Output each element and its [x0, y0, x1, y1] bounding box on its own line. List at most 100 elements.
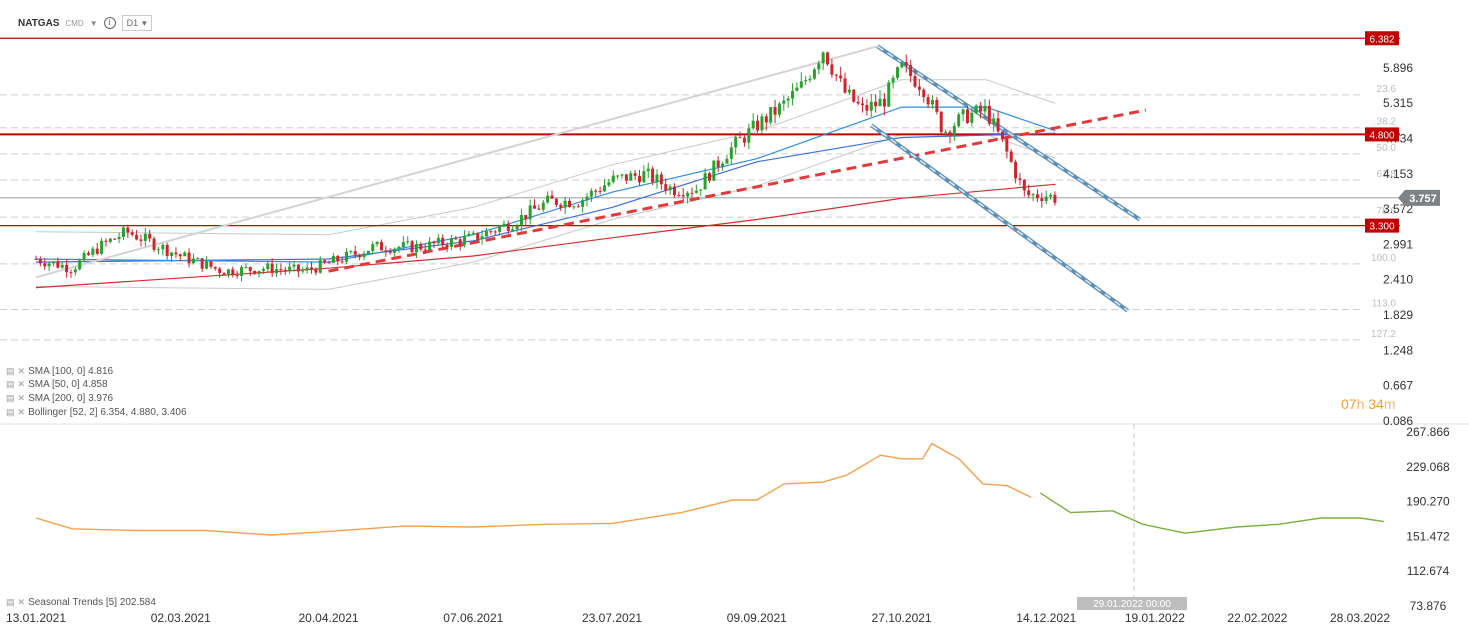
price-level-label: 4.800 — [1369, 130, 1394, 141]
candle-body — [95, 248, 99, 254]
candle-body — [1000, 131, 1004, 140]
fib-label: 61.8 — [1377, 169, 1397, 180]
candle-body — [528, 205, 532, 220]
candle-body — [1040, 198, 1044, 201]
candle-body — [734, 137, 738, 148]
candle-body — [729, 147, 733, 159]
candle-body — [616, 175, 620, 177]
close-icon[interactable]: ✕ — [17, 597, 26, 607]
candle-body — [178, 254, 182, 257]
settings-icon[interactable]: ▤ — [6, 366, 15, 376]
candle-body — [677, 195, 681, 197]
candle-body — [821, 52, 825, 64]
chevron-down-icon[interactable]: ▼ — [89, 18, 98, 28]
y-tick-label: 2.991 — [1383, 237, 1413, 251]
candle-body — [524, 215, 528, 220]
candle-body — [607, 182, 611, 186]
candle-body — [572, 206, 576, 208]
candle-body — [974, 105, 978, 113]
candle-body — [896, 67, 900, 78]
fib-label: 23.6 — [1377, 84, 1397, 95]
settings-icon[interactable]: ▤ — [6, 597, 15, 607]
candle-body — [795, 87, 799, 91]
candle-body — [414, 244, 418, 253]
candle-body — [327, 262, 331, 264]
candle-body — [773, 107, 777, 115]
candle-body — [257, 270, 261, 274]
timeframe-select[interactable]: D1 ▾ — [121, 15, 152, 31]
indicator-sma200[interactable]: ▤ ✕ SMA [200, 0] 3.976 — [6, 392, 113, 405]
info-icon[interactable]: i — [103, 17, 116, 29]
sma50-line — [35, 106, 1056, 263]
close-icon[interactable]: ✕ — [17, 366, 26, 376]
candle-body — [393, 248, 397, 253]
fib-label: 38.2 — [1377, 117, 1397, 128]
candle-body — [165, 244, 169, 256]
settings-icon[interactable]: ▤ — [6, 393, 15, 403]
y-tick-label: 5.896 — [1383, 61, 1413, 75]
candle-body — [655, 174, 659, 183]
candle-body — [620, 174, 624, 176]
candle-body — [288, 266, 292, 271]
settings-icon[interactable]: ▤ — [6, 379, 15, 389]
candle-body — [143, 233, 147, 241]
candle-body — [891, 77, 895, 83]
candle-body — [987, 105, 991, 124]
price-level-label: 6.382 — [1369, 34, 1394, 45]
timer-hours-unit: h — [1356, 396, 1365, 412]
candle-body — [559, 204, 563, 208]
close-icon[interactable]: ✕ — [17, 407, 26, 417]
x-tick-label: 19.01.2022 — [1125, 611, 1185, 625]
channel-line-dash — [870, 124, 1129, 312]
indicator-sma100[interactable]: ▤ ✕ SMA [100, 0] 4.816 — [6, 365, 113, 378]
crosshair-date-tag — [1077, 597, 1187, 610]
candle-body — [861, 103, 865, 106]
candle-body — [576, 206, 580, 208]
candle-body — [712, 160, 716, 181]
candle-body — [91, 248, 95, 255]
settings-icon[interactable]: ▤ — [6, 407, 15, 417]
candle-body — [502, 223, 506, 227]
candle-body — [248, 267, 252, 271]
candle-body — [463, 235, 467, 245]
candle-body — [843, 78, 847, 93]
candle-body — [493, 231, 497, 233]
candle-body — [1005, 139, 1009, 152]
indicator-bollinger[interactable]: ▤ ✕ Bollinger [52, 2] 6.354, 4.880, 3.406 — [6, 406, 187, 419]
candle-body — [349, 251, 353, 253]
indicator-sma50[interactable]: ▤ ✕ SMA [50, 0] 4.858 — [6, 378, 108, 391]
indicator-label: Bollinger [52, 2] 6.354, 4.880, 3.406 — [28, 407, 187, 418]
candle-body — [445, 244, 449, 247]
candle-body — [511, 229, 515, 231]
candle-body — [581, 200, 585, 207]
symbol-name[interactable]: NATGAS — [18, 17, 60, 29]
price-level-tag — [1365, 127, 1399, 142]
candle-body — [769, 107, 773, 123]
candle-body — [100, 240, 104, 254]
x-tick-label: 22.02.2022 — [1227, 611, 1287, 625]
candle-body — [554, 198, 558, 205]
candle-body — [852, 89, 856, 102]
crosshair-date-label: 29.01.2022 00:00 — [1093, 599, 1171, 610]
candle-body — [1014, 161, 1018, 179]
candle-body — [983, 105, 987, 112]
candle-body — [270, 263, 274, 274]
candle-body — [458, 239, 462, 245]
close-icon[interactable]: ✕ — [17, 393, 26, 403]
y-tick-label: 1.829 — [1383, 308, 1413, 322]
candle-body — [961, 109, 965, 115]
seasonal-future-line — [1039, 492, 1385, 534]
candle-body — [60, 264, 64, 268]
candle-body — [659, 174, 663, 185]
indicator-seasonal[interactable]: ▤ ✕ Seasonal Trends [5] 202.584 — [6, 596, 156, 609]
close-icon[interactable]: ✕ — [17, 379, 26, 389]
candle-body — [747, 128, 751, 143]
candle-body — [56, 261, 60, 268]
candle-body — [432, 241, 436, 244]
candle-body — [742, 137, 746, 143]
candle-body — [366, 250, 370, 254]
candle-body — [344, 251, 348, 262]
seasonal-past-line — [35, 442, 1032, 536]
